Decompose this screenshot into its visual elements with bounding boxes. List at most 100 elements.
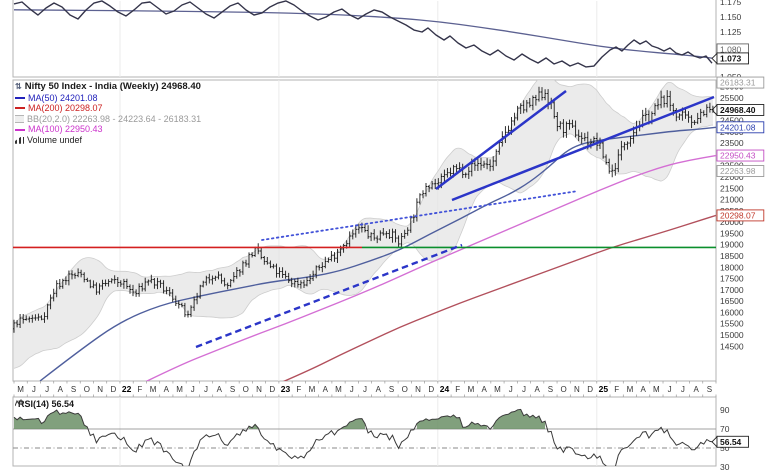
svg-text:1.080: 1.080	[720, 44, 742, 54]
svg-text:J: J	[509, 385, 513, 394]
svg-text:30: 30	[720, 462, 730, 470]
weekly-ohlc-bars	[13, 86, 715, 333]
svg-text:22950.43: 22950.43	[720, 151, 756, 161]
rsi-plot-surface[interactable]	[13, 397, 716, 466]
svg-text:90: 90	[720, 405, 730, 415]
svg-text:1.125: 1.125	[720, 27, 742, 37]
svg-text:J: J	[32, 385, 36, 394]
svg-text:M: M	[494, 385, 501, 394]
svg-text:J: J	[350, 385, 354, 394]
svg-text:M: M	[309, 385, 316, 394]
svg-text:23500: 23500	[720, 138, 744, 148]
svg-text:50: 50	[720, 443, 730, 453]
svg-text:D: D	[587, 385, 593, 394]
svg-text:D: D	[269, 385, 275, 394]
price-plot-surface[interactable]	[13, 80, 716, 381]
svg-text:15500: 15500	[720, 319, 744, 329]
svg-text:24201.08: 24201.08	[720, 122, 756, 132]
svg-text:26183.31: 26183.31	[720, 78, 756, 88]
price-panel	[13, 80, 716, 381]
svg-text:D: D	[110, 385, 116, 394]
svg-text:M: M	[176, 385, 183, 394]
x-axis: M J J A S O N D 22 F M A M J J A S O N D 23 F M A M J J A S O N D 24 F M A M…	[13, 381, 717, 397]
svg-text:S: S	[389, 385, 394, 394]
svg-text:A: A	[693, 385, 699, 394]
svg-text:A: A	[482, 385, 488, 394]
svg-text:70: 70	[720, 424, 730, 434]
svg-text:1.073: 1.073	[720, 53, 742, 63]
svg-text:J: J	[681, 385, 685, 394]
svg-text:23: 23	[281, 384, 291, 394]
svg-text:O: O	[561, 385, 567, 394]
svg-text:24500: 24500	[720, 116, 744, 126]
svg-text:S: S	[71, 385, 76, 394]
long-support-solid	[451, 95, 715, 202]
svg-text:16000: 16000	[720, 307, 744, 317]
svg-text:F: F	[614, 385, 619, 394]
svg-text:18000: 18000	[720, 262, 744, 272]
svg-text:M: M	[150, 385, 157, 394]
svg-text:25500: 25500	[720, 93, 744, 103]
svg-text:19500: 19500	[720, 228, 744, 238]
svg-text:1.150: 1.150	[720, 12, 742, 22]
wedge-upper-solid	[435, 90, 567, 190]
svg-text:N: N	[415, 385, 421, 394]
svg-text:F: F	[137, 385, 142, 394]
svg-text:M: M	[653, 385, 660, 394]
svg-text:A: A	[640, 385, 646, 394]
svg-text:24968.40: 24968.40	[720, 105, 756, 115]
svg-text:M: M	[335, 385, 342, 394]
svg-text:J: J	[204, 385, 208, 394]
svg-text:D: D	[428, 385, 434, 394]
svg-text:J: J	[191, 385, 195, 394]
svg-text:N: N	[574, 385, 580, 394]
rising-support-dotted	[261, 190, 579, 241]
svg-text:A: A	[323, 385, 329, 394]
svg-text:A: A	[217, 385, 223, 394]
svg-text:J: J	[522, 385, 526, 394]
svg-text:24: 24	[440, 384, 450, 394]
svg-text:16500: 16500	[720, 296, 744, 306]
svg-text:A: A	[164, 385, 170, 394]
svg-text:25: 25	[599, 384, 609, 394]
svg-text:19000: 19000	[720, 240, 744, 250]
ratio-panel	[13, 0, 716, 68]
svg-text:20298.07: 20298.07	[720, 210, 756, 220]
rsi-panel	[13, 408, 716, 466]
svg-text:18500: 18500	[720, 251, 744, 261]
svg-text:O: O	[243, 385, 249, 394]
svg-text:J: J	[363, 385, 367, 394]
svg-text:J: J	[668, 385, 672, 394]
svg-text:J: J	[45, 385, 49, 394]
svg-text:F: F	[455, 385, 460, 394]
svg-text:S: S	[548, 385, 553, 394]
svg-text:A: A	[535, 385, 541, 394]
svg-text:N: N	[256, 385, 262, 394]
svg-text:S: S	[707, 385, 712, 394]
rising-support-dashed	[195, 243, 463, 349]
svg-text:M: M	[468, 385, 475, 394]
svg-text:22000: 22000	[720, 172, 744, 182]
svg-text:A: A	[376, 385, 382, 394]
svg-text:22263.98: 22263.98	[720, 166, 756, 176]
svg-text:21500: 21500	[720, 183, 744, 193]
svg-text:M: M	[627, 385, 634, 394]
svg-text:22: 22	[122, 384, 132, 394]
svg-text:1.175: 1.175	[720, 0, 742, 7]
svg-text:N: N	[97, 385, 103, 394]
right-axis-labels: 1.1751.1501.1251.1001.050145001500015500…	[711, 0, 765, 470]
ratio-plot-surface[interactable]	[13, 0, 716, 77]
svg-text:21000: 21000	[720, 195, 744, 205]
svg-text:17000: 17000	[720, 285, 744, 295]
panel-frames	[12, 0, 717, 467]
svg-text:17500: 17500	[720, 274, 744, 284]
svg-text:56.54: 56.54	[720, 437, 742, 447]
svg-text:M: M	[17, 385, 24, 394]
svg-text:F: F	[296, 385, 301, 394]
svg-text:O: O	[84, 385, 90, 394]
svg-text:15000: 15000	[720, 330, 744, 340]
svg-text:20000: 20000	[720, 217, 744, 227]
svg-text:14500: 14500	[720, 341, 744, 351]
